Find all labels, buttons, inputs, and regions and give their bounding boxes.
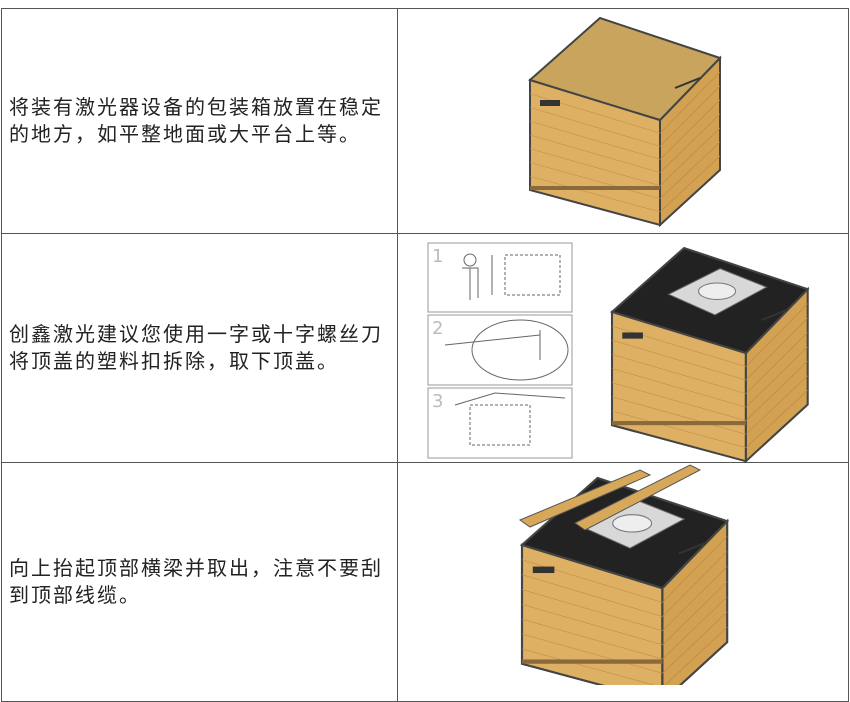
crate-label <box>622 332 643 339</box>
step-panel <box>427 314 573 386</box>
crate-label <box>532 566 555 574</box>
wood-grain <box>521 604 663 646</box>
machine-port <box>698 282 737 301</box>
step-number: 1 <box>432 246 443 267</box>
step-panel <box>427 387 573 459</box>
wood-grain <box>611 396 746 435</box>
wood-grain <box>611 382 746 421</box>
crate-logo <box>678 541 707 555</box>
wood-grain <box>745 332 808 394</box>
wood-grain <box>659 155 721 213</box>
wood-grain <box>659 85 721 147</box>
step-panels <box>427 242 573 459</box>
wood-grain <box>521 589 663 631</box>
wood-grain <box>745 303 808 367</box>
page: 将装有激光器设备的包装箱放置在稳定的地方，如平整地面或大平台上等。 创鑫激光建议… <box>1 8 849 702</box>
step-panel <box>427 242 573 313</box>
wood-grain <box>662 611 728 674</box>
wood-grain <box>662 596 728 660</box>
wood-grain <box>521 618 663 660</box>
wood-grain <box>611 354 746 394</box>
beam <box>518 469 652 528</box>
wood-grain <box>662 566 728 631</box>
wood-grain <box>664 626 728 685</box>
wood-grain <box>529 148 661 186</box>
crate <box>528 16 722 228</box>
wood-grain <box>529 162 661 200</box>
crate-top <box>528 16 722 122</box>
wood-grain <box>529 120 661 160</box>
wood-grain <box>659 71 721 134</box>
crate-base <box>612 421 746 426</box>
screwdriver <box>444 330 541 360</box>
wood-grain <box>611 339 746 381</box>
person <box>463 253 477 267</box>
wood-grain <box>521 633 663 674</box>
instruction-text: 创鑫激光建议您使用一字或十字螺丝刀将顶盖的塑料扣拆除，取下顶盖。 <box>9 322 383 373</box>
row-cell: 创鑫激光建议您使用一字或十字螺丝刀将顶盖的塑料扣拆除，取下顶盖。 <box>1 233 398 463</box>
wood-grain <box>659 113 721 173</box>
crate-label <box>540 100 560 106</box>
crate-base <box>530 186 660 190</box>
wood-grain <box>529 107 661 147</box>
wood-grain <box>745 375 808 435</box>
crate <box>609 246 810 464</box>
wood-grain <box>521 648 655 685</box>
wood-grain <box>611 368 746 408</box>
wood-grain <box>659 141 721 199</box>
crate-logo <box>674 77 701 89</box>
instruction-text: 向上抬起顶部横梁并取出，注意不要刮到顶部线缆。 <box>9 556 383 607</box>
tool <box>462 255 493 300</box>
wood-grain <box>745 317 808 381</box>
wood-grain <box>521 574 663 617</box>
wood-grain <box>662 551 728 617</box>
wood-grain <box>529 175 661 213</box>
step-number: 2 <box>432 318 443 339</box>
beam <box>574 464 702 531</box>
lid <box>454 392 566 406</box>
step-numbers: 1 2 3 <box>432 246 443 412</box>
wood-grain <box>611 410 746 448</box>
closeup <box>471 319 569 381</box>
wood-grain <box>745 346 808 408</box>
wood-grain <box>659 127 721 186</box>
wood-grain <box>659 99 721 160</box>
wood-grain <box>745 389 808 448</box>
machine-port <box>612 514 653 533</box>
step-number: 3 <box>432 391 443 412</box>
wood-grain <box>662 536 728 603</box>
crate-logo <box>760 308 788 322</box>
crate-base <box>522 659 663 664</box>
beams <box>518 464 702 531</box>
panel-box <box>504 254 561 296</box>
panel-box <box>469 404 531 446</box>
wood-grain <box>529 134 661 173</box>
instruction-text: 将装有激光器设备的包装箱放置在稳定的地方，如平整地面或大平台上等。 <box>9 95 383 146</box>
wood-grain <box>662 581 728 646</box>
row-cell: 将装有激光器设备的包装箱放置在稳定的地方，如平整地面或大平台上等。 <box>1 8 398 234</box>
illustrations: 1 2 3 <box>427 16 810 685</box>
wood-grain <box>745 361 808 421</box>
